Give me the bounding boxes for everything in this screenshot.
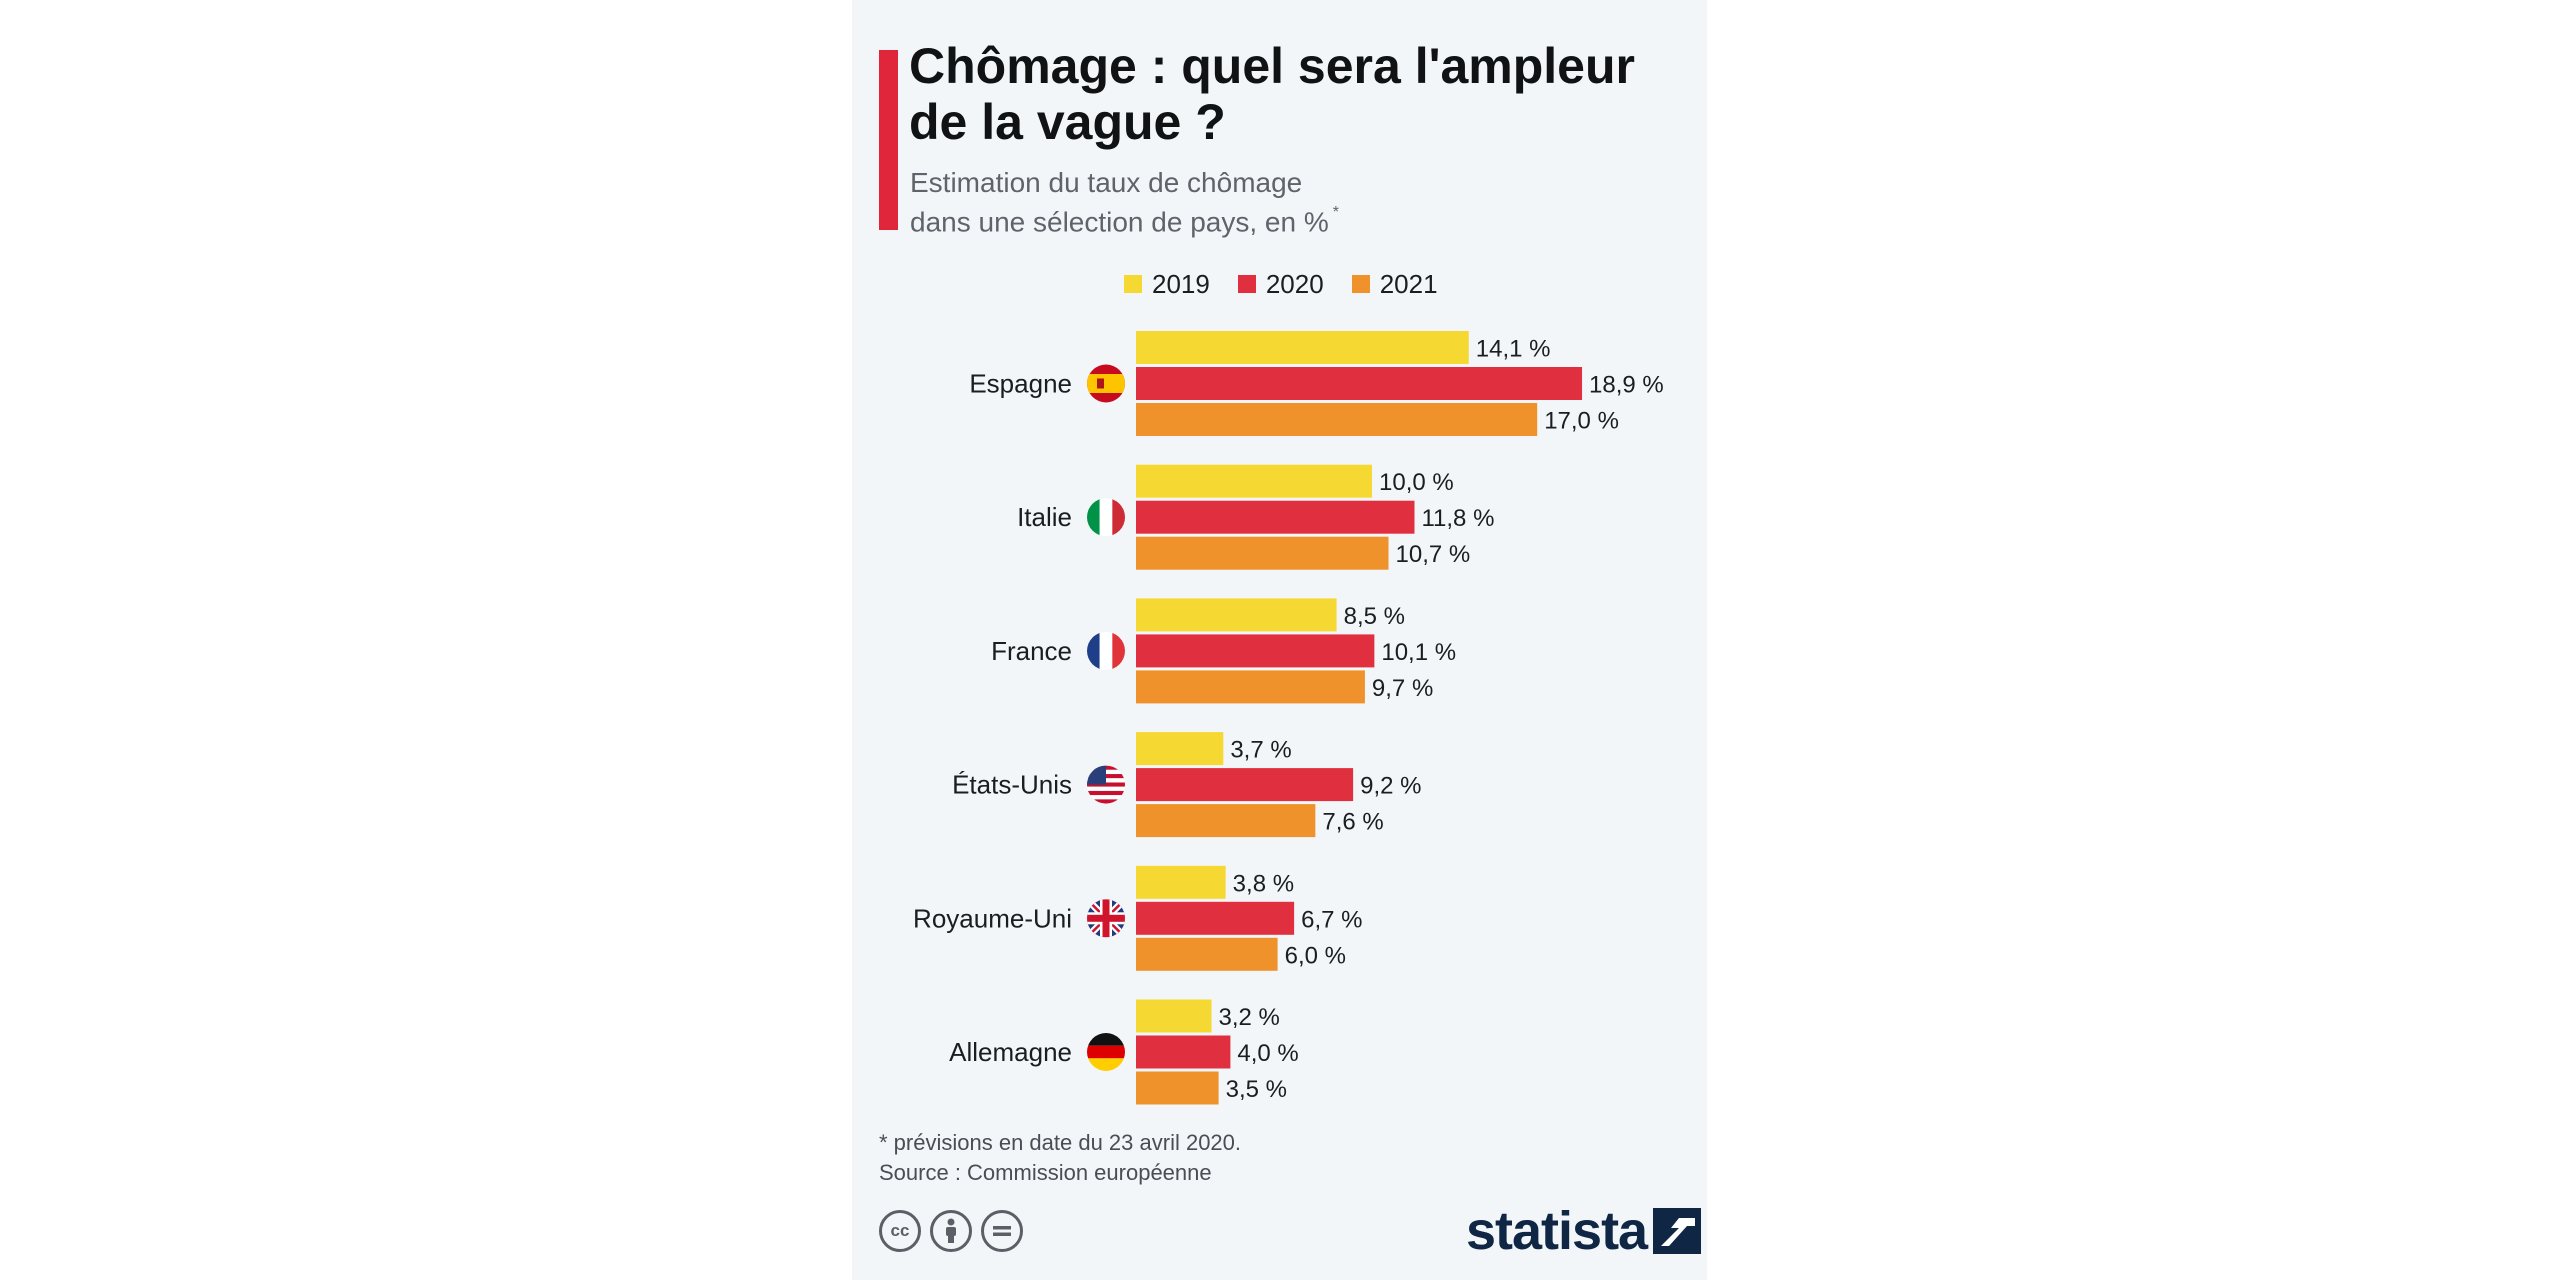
uk-flag-icon: [1087, 899, 1125, 938]
statista-mark-icon: [1653, 1208, 1702, 1254]
bar-label-royaume-uni-2021: 6,0 %: [1285, 942, 1346, 969]
bar-label-etats-unis-2019: 3,7 %: [1230, 737, 1291, 764]
legend-item-2019: 2019: [1124, 269, 1210, 300]
chart-subtitle: Estimation du taux de chômage dans une s…: [910, 166, 1610, 239]
category-label-italie: Italie: [1017, 502, 1072, 532]
legend-label-2020: 2020: [1265, 268, 1324, 299]
italy-flag-icon: [1087, 498, 1125, 537]
bar-allemagne-2021: [1136, 1071, 1219, 1105]
category-label-etats-unis: États-Unis: [952, 770, 1072, 800]
bar-label-france-2019: 8,5 %: [1344, 603, 1405, 630]
legend-swatch-2021: [1351, 275, 1370, 293]
bar-label-italie-2019: 10,0 %: [1379, 469, 1454, 496]
bar-label-france-2020: 10,1 %: [1381, 639, 1456, 666]
bar-label-france-2021: 9,7 %: [1372, 675, 1433, 702]
bar-espagne-2020: [1136, 367, 1583, 400]
cc-icon[interactable]: cc: [879, 1210, 921, 1252]
infographic-card: Chômage : quel sera l'ampleur de la vagu…: [852, 0, 1707, 1280]
bar-espagne-2021: [1136, 403, 1538, 436]
bar-espagne-2019: [1136, 331, 1469, 364]
bar-etats-unis-2020: [1136, 768, 1354, 802]
bar-allemagne-2020: [1136, 1035, 1231, 1069]
bar-label-italie-2021: 10,7 %: [1396, 541, 1471, 568]
bar-label-espagne-2021: 17,0 %: [1544, 408, 1619, 435]
bar-italie-2021: [1136, 536, 1389, 570]
bar-etats-unis-2021: [1136, 804, 1316, 838]
usa-flag-icon: [1087, 765, 1125, 804]
legend-label-2021: 2021: [1379, 268, 1438, 299]
subtitle-line-2: dans une sélection de pays, en %: [910, 206, 1329, 238]
legend-swatch-2020: [1237, 275, 1256, 293]
bar-label-allemagne-2019: 3,2 %: [1219, 1004, 1280, 1031]
bar-label-allemagne-2020: 4,0 %: [1237, 1040, 1298, 1067]
statista-logo[interactable]: statista: [1466, 1200, 1702, 1262]
bar-label-allemagne-2021: 3,5 %: [1226, 1076, 1287, 1103]
bar-label-italie-2020: 11,8 %: [1421, 505, 1494, 532]
legend-item-2021: 2021: [1351, 268, 1438, 300]
chart-title: Chômage : quel sera l'ampleur de la vagu…: [909, 38, 1635, 150]
bar-etats-unis-2019: [1136, 732, 1224, 766]
bar-allemagne-2019: [1136, 999, 1212, 1033]
subtitle-line-1: Estimation du taux de chômage: [910, 167, 1303, 198]
germany-flag-icon: [1087, 1033, 1125, 1071]
legend-label-2019: 2019: [1152, 268, 1210, 299]
title-accent-bar: [879, 50, 898, 230]
bar-royaume-uni-2019: [1136, 865, 1226, 899]
legend-swatch-2019: [1124, 275, 1142, 293]
category-label-espagne: Espagne: [969, 369, 1072, 399]
bar-royaume-uni-2021: [1136, 937, 1278, 971]
bar-france-2020: [1136, 634, 1375, 668]
bar-royaume-uni-2020: [1136, 901, 1295, 935]
bar-france-2021: [1136, 670, 1365, 704]
bar-label-etats-unis-2020: 9,2 %: [1360, 773, 1421, 800]
bar-label-etats-unis-2021: 7,6 %: [1322, 809, 1383, 836]
france-flag-icon: [1087, 631, 1125, 670]
bar-label-espagne-2020: 18,9 %: [1589, 372, 1664, 399]
bar-label-royaume-uni-2020: 6,7 %: [1301, 906, 1362, 933]
no-derivatives-icon[interactable]: [981, 1210, 1023, 1252]
attribution-icon[interactable]: [930, 1210, 972, 1252]
spain-flag-icon: [1087, 364, 1125, 403]
footnote-text: * prévisions en date du 23 avril 2020.: [879, 1130, 1242, 1155]
bar-label-espagne-2019: 14,1 %: [1476, 336, 1551, 363]
bar-italie-2020: [1136, 500, 1415, 534]
bar-chart: Espagne 14,1 % 18,9 % 17,0 % Italie 10,0 % 11,…: [913, 331, 1664, 1105]
category-label-france: France: [991, 636, 1072, 666]
brand-name: statista: [1466, 1201, 1648, 1261]
legend-item-2020: 2020: [1237, 268, 1324, 300]
bar-label-royaume-uni-2019: 3,8 %: [1233, 870, 1294, 897]
footnote-block: * prévisions en date du 23 avril 2020. S…: [879, 1128, 1241, 1188]
license-icons: cc: [879, 1210, 1032, 1252]
equals-icon: [993, 1226, 1011, 1236]
bar-france-2019: [1136, 598, 1337, 632]
category-label-royaume-uni: Royaume-Uni: [913, 903, 1072, 933]
category-label-allemagne: Allemagne: [949, 1037, 1072, 1067]
source-text: Source : Commission européenne: [879, 1160, 1212, 1185]
subtitle-footnote-marker: *: [1332, 204, 1339, 221]
chart-legend: 2019 2020 2021: [1124, 264, 1466, 304]
person-icon: [946, 1218, 956, 1243]
bar-italie-2019: [1136, 464, 1372, 498]
